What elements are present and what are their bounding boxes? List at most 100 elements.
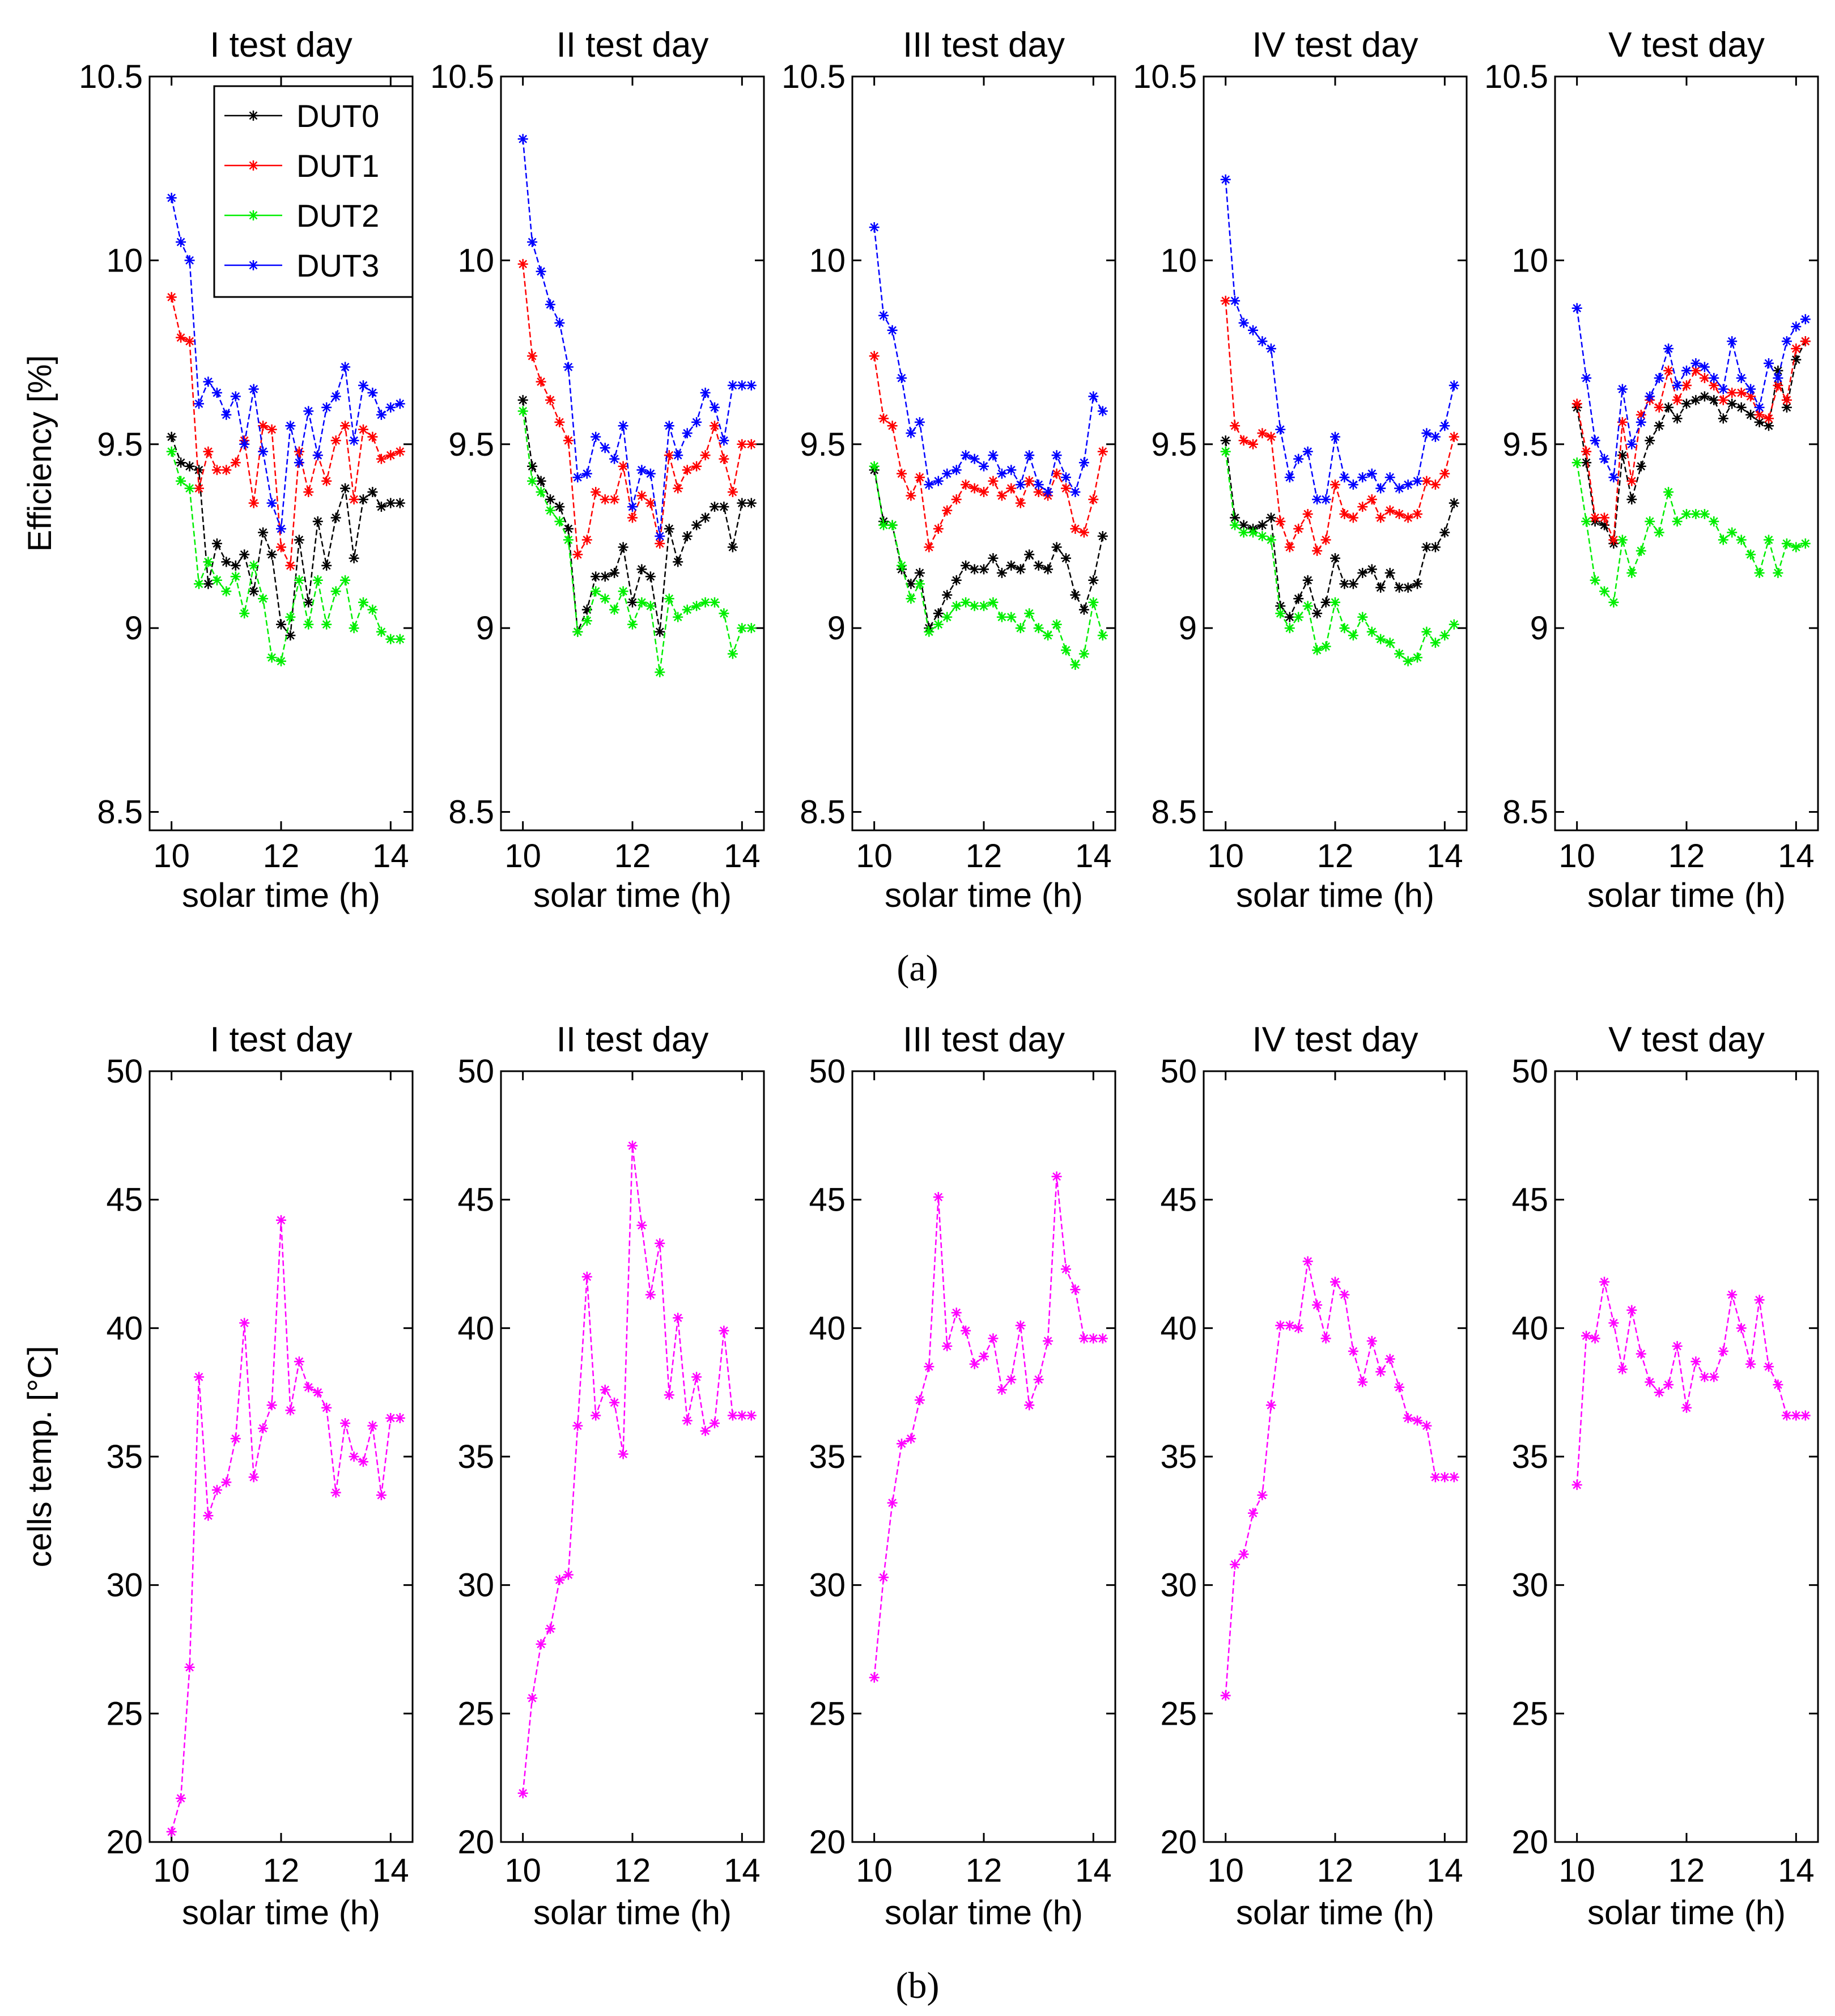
data-point [203,446,214,457]
data-point [996,1385,1007,1395]
series-dut0 [1220,435,1459,622]
x-tick-label: 10 [1207,1852,1244,1889]
data-point [563,1569,574,1580]
data-point [1230,520,1241,530]
data-point [942,612,953,622]
x-tick-label: 10 [504,1852,541,1889]
legend-item-dut0: DUT0 [224,98,379,134]
data-point [691,601,702,612]
data-point [737,380,747,391]
data-point [942,505,953,516]
data-point [1265,512,1276,523]
data-point [1384,1353,1395,1364]
data-point [572,549,583,560]
chart-title: I test day [210,26,352,65]
data-point [1626,439,1637,449]
y-tick-label: 9.5 [97,426,143,463]
data-point [1690,1356,1701,1367]
series-dut3 [1220,174,1459,505]
data-point [1366,626,1377,637]
data-point [1375,582,1386,593]
data-point [1764,534,1774,545]
data-point [1727,388,1738,398]
data-point [394,398,405,409]
data-point [221,557,232,567]
y-tick-label: 30 [457,1567,494,1604]
data-point [1033,479,1044,490]
data-point [1293,453,1304,464]
data-point [349,494,359,505]
data-point [1384,472,1395,483]
data-point [1312,494,1323,505]
data-point [554,317,565,328]
data-point [581,616,592,626]
data-point [1581,1330,1592,1341]
data-point [536,376,546,387]
data-point [294,457,304,468]
plot-frame [1554,1070,1819,1843]
data-point [1764,358,1774,368]
data-point [376,1490,386,1500]
data-point [1051,542,1062,553]
data-point [591,586,601,597]
series-dut3 [517,134,757,541]
data-point [746,1410,757,1421]
data-point [394,634,405,644]
y-tick-label: 45 [457,1182,494,1219]
data-point [682,531,693,541]
data-point [1745,549,1756,560]
data-point [1571,1479,1582,1490]
data-point [258,593,269,604]
data-point [1061,472,1071,483]
data-point [664,421,674,431]
chart-b-5: V test day 10 12 14 20 25 30 35 40 45 50 solar time… [1511,1020,1819,1932]
data-point [1230,512,1241,523]
series-cells-temp [1220,1256,1459,1701]
data-point [600,494,610,505]
data-point [979,461,989,472]
series-line [171,451,400,663]
data-point [1412,476,1422,486]
data-point [1302,509,1313,519]
data-point [1257,520,1268,530]
data-point [1791,542,1802,553]
data-point [1275,601,1286,612]
data-point [1078,1333,1089,1344]
data-point [1599,586,1609,597]
data-point [1339,1289,1350,1300]
data-point [1571,398,1582,409]
data-point [1238,1549,1249,1560]
x-axis-label: solar time (h) [1587,876,1786,914]
data-point [996,468,1007,479]
plot-frame [500,75,765,831]
data-point [1617,534,1628,545]
y-tick-label: 45 [809,1182,846,1219]
data-point [248,586,259,597]
data-point [321,619,332,630]
y-tick-label: 35 [809,1438,846,1475]
data-point [285,630,296,641]
data-point [979,601,989,612]
x-axis-label: solar time (h) [885,876,1083,914]
x-tick-label: 12 [1668,838,1705,875]
data-point [691,417,702,427]
data-point [996,612,1007,622]
data-point [1599,1276,1609,1287]
data-point [563,435,574,446]
data-point [1617,384,1628,394]
data-point [211,465,222,476]
data-point [194,1372,204,1382]
data-point [1791,343,1802,354]
chart-title: V test day [1608,1020,1765,1059]
data-point [1348,630,1358,641]
data-point [988,597,999,608]
data-point [1636,461,1646,472]
data-point [1070,1284,1081,1295]
data-point [746,498,757,508]
data-point [1590,575,1600,585]
x-tick-label: 12 [1317,1852,1354,1889]
data-point [554,516,565,527]
data-point [1764,413,1774,424]
data-point [349,553,359,563]
y-tick-label: 9 [476,610,494,647]
